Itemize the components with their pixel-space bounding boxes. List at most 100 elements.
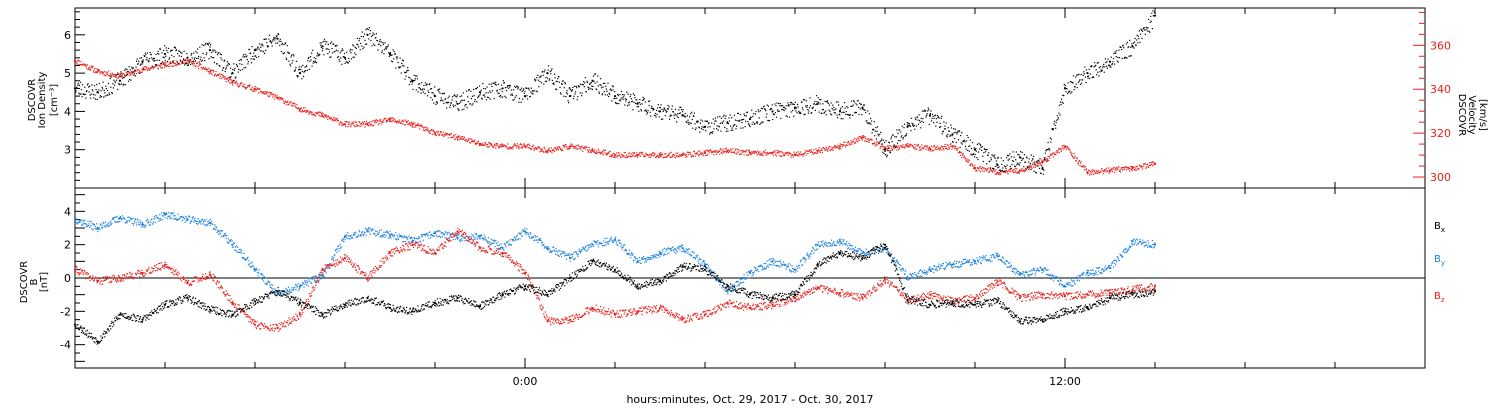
trace-dot: [231, 81, 233, 84]
trace-dot: [1130, 46, 1132, 48]
trace-dot: [279, 99, 281, 101]
trace-dot: [886, 154, 888, 156]
trace-dot: [224, 59, 226, 61]
trace-dot: [1142, 163, 1144, 165]
trace-dot: [305, 110, 307, 112]
trace-dot: [157, 50, 159, 52]
trace-dot: [341, 63, 343, 65]
trace-dot: [624, 98, 626, 100]
trace-dot: [774, 112, 776, 114]
trace-dot: [792, 154, 794, 156]
trace-dot: [536, 91, 538, 93]
trace-dot: [85, 223, 87, 225]
trace-dot: [602, 154, 604, 156]
trace-dot: [724, 151, 726, 153]
trace-dot: [106, 73, 108, 75]
trace-dot: [429, 88, 431, 90]
trace-dot: [81, 96, 83, 98]
trace-dot: [573, 95, 575, 97]
trace-dot: [184, 218, 186, 220]
trace-dot: [1007, 173, 1009, 175]
trace-dot: [1080, 161, 1082, 163]
trace-dot: [637, 156, 639, 158]
trace-dot: [962, 140, 964, 142]
trace-dot: [231, 72, 233, 74]
trace-dot: [381, 50, 383, 52]
y2-tick-label: 300: [1430, 171, 1451, 184]
trace-dot: [239, 248, 241, 250]
trace-dot: [131, 66, 133, 68]
trace-dot: [285, 42, 287, 44]
trace-dot: [913, 125, 915, 127]
trace-dot: [493, 146, 495, 148]
trace-dot: [871, 139, 873, 141]
trace-dot: [653, 154, 656, 156]
trace-dot: [696, 120, 698, 122]
trace-dot: [179, 59, 181, 61]
trace-dot: [399, 236, 401, 238]
trace-dot: [758, 111, 760, 113]
trace-dot: [279, 38, 281, 40]
trace-dot: [623, 154, 625, 156]
trace-dot: [903, 123, 906, 125]
trace-dot: [203, 219, 205, 221]
trace-dot: [996, 163, 998, 165]
trace-dot: [858, 136, 860, 138]
trace-dot: [227, 79, 229, 82]
trace-dot: [423, 84, 425, 86]
trace-dot: [145, 220, 147, 222]
trace-dot: [110, 73, 112, 75]
trace-dot: [503, 82, 505, 84]
trace-dot: [607, 82, 609, 84]
trace-dot: [739, 113, 741, 115]
trace-dot: [645, 152, 647, 154]
trace-dot: [413, 74, 415, 76]
trace-dot: [369, 33, 371, 35]
trace-dot: [763, 151, 765, 153]
trace-dot: [1131, 45, 1133, 47]
trace-dot: [513, 98, 515, 101]
trace-dot: [780, 155, 782, 157]
trace-dot: [1097, 71, 1099, 73]
trace-dot: [453, 95, 455, 97]
data-point: [906, 125, 909, 128]
trace-dot: [595, 150, 597, 152]
trace-dot: [1102, 170, 1104, 172]
trace-dot: [661, 108, 663, 110]
trace-dot: [319, 115, 321, 117]
trace-dot: [409, 124, 411, 127]
trace-dot: [636, 106, 638, 108]
trace-dot: [1035, 172, 1037, 174]
series-ion-density: [73, 10, 1157, 175]
trace-dot: [109, 222, 111, 224]
trace-dot: [873, 129, 875, 131]
trace-dot: [377, 49, 379, 51]
trace-dot: [919, 121, 921, 123]
trace-dot: [1151, 28, 1153, 30]
trace-dot: [334, 254, 336, 256]
trace-dot: [405, 120, 407, 122]
trace-dot: [116, 74, 118, 76]
trace-dot: [1145, 167, 1147, 169]
trace-dot: [106, 72, 109, 74]
trace-dot: [368, 121, 370, 123]
trace-dot: [127, 71, 129, 73]
trace-dot: [839, 147, 841, 149]
trace-dot: [100, 71, 103, 73]
trace-dot: [290, 289, 292, 291]
trace-dot: [604, 82, 606, 84]
trace-dot: [298, 69, 300, 71]
trace-dot: [831, 108, 833, 110]
trace-dot: [833, 147, 835, 149]
trace-dot: [336, 44, 338, 46]
trace-dot: [365, 122, 367, 124]
trace-dot: [124, 74, 126, 77]
trace-dot: [382, 43, 384, 45]
trace-dot: [891, 141, 893, 143]
trace-dot: [521, 144, 523, 146]
trace-dot: [733, 114, 735, 116]
trace-dot: [1101, 168, 1103, 170]
trace-dot: [296, 75, 298, 77]
trace-dot: [106, 94, 108, 96]
trace-dot: [424, 129, 427, 131]
